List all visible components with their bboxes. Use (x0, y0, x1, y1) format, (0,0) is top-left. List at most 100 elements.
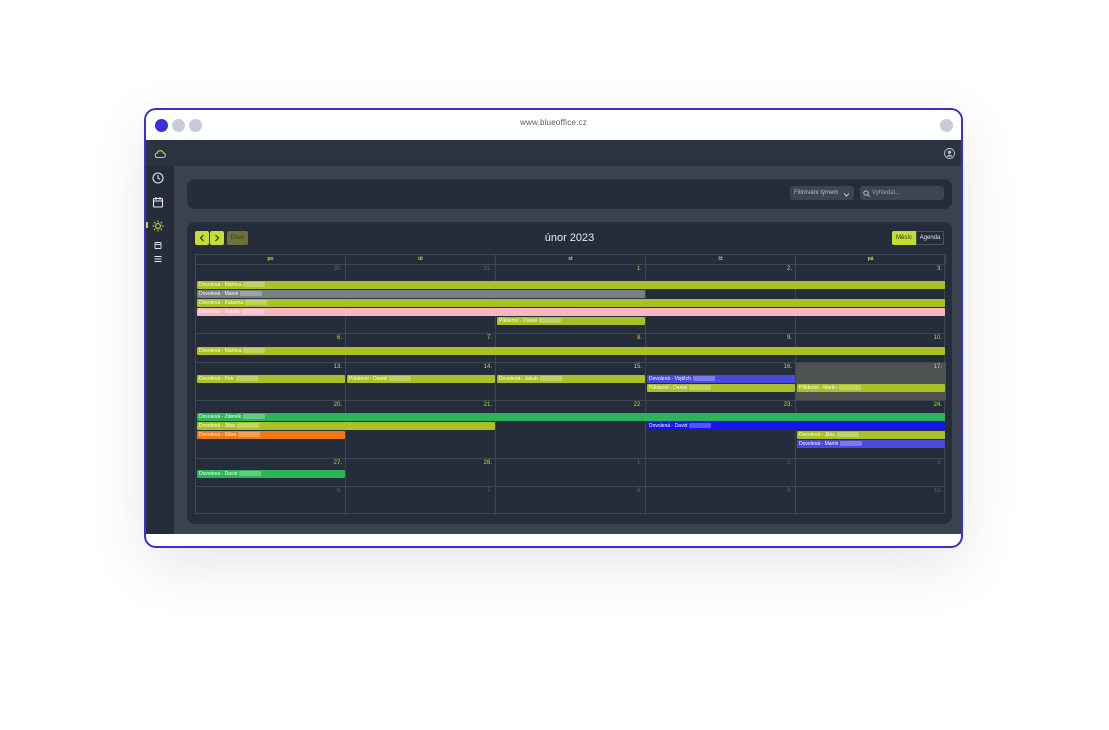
next-month-button[interactable] (210, 231, 224, 245)
redacted-surname (689, 385, 712, 391)
day-number[interactable]: 30. (333, 266, 342, 272)
day-number[interactable]: 28. (483, 460, 492, 466)
search-icon (863, 189, 870, 203)
event-label: Dovolená - David (199, 471, 238, 477)
app-topbar (146, 140, 961, 166)
redacted-surname (243, 414, 266, 420)
calendar-event[interactable]: Dovolená - Martina (197, 281, 945, 289)
calendar-event[interactable]: Dovolená - David (197, 470, 345, 478)
event-label: Půldenní - Martin (799, 385, 838, 391)
calendar-event[interactable]: Dovolená - Jitka (797, 431, 945, 439)
redacted-surname (389, 376, 412, 382)
address-bar-url[interactable]: www.blueoffice.cz (520, 118, 587, 127)
day-number[interactable]: 2. (786, 460, 792, 466)
day-number[interactable]: 3. (936, 266, 942, 272)
day-number[interactable]: 16. (783, 364, 792, 370)
event-label: Dovolená - Martin (799, 441, 839, 447)
prev-month-button[interactable] (195, 231, 209, 245)
day-number[interactable]: 3. (936, 460, 942, 466)
calendar-event[interactable]: Půldenní - Daniel (497, 317, 645, 325)
day-number[interactable]: 22. (633, 402, 642, 408)
browser-menu-dot[interactable] (940, 119, 953, 132)
day-number[interactable]: 6. (336, 488, 342, 494)
day-number[interactable]: 17. (933, 364, 942, 370)
event-label: Půldenní - Daniel (499, 318, 538, 324)
calendar-event[interactable]: Půldenní - Martin (797, 384, 945, 392)
small-calendar-icon[interactable] (154, 236, 162, 254)
day-number[interactable]: 31. (483, 266, 492, 272)
calendar-event[interactable]: Dovolená - Jitka (197, 422, 495, 430)
day-number[interactable]: 20. (333, 402, 342, 408)
day-number[interactable]: 7. (486, 488, 492, 494)
calendar-event[interactable]: Půldenní - Daniel (647, 384, 795, 392)
weekday-header: po (196, 255, 346, 264)
event-label: Dovolená - Natálie (199, 309, 241, 315)
calendar-event[interactable]: Dovolená - Katarina (197, 299, 945, 307)
calendar-event[interactable]: Dovolená - Petr (197, 375, 345, 383)
day-number[interactable]: 6. (336, 335, 342, 341)
day-number[interactable]: 8. (636, 335, 642, 341)
day-number[interactable]: 7. (486, 335, 492, 341)
day-number[interactable]: 9. (786, 488, 792, 494)
team-filter-select[interactable]: Filtrování týmem (790, 186, 854, 200)
calendar-event[interactable]: Dovolená - Natálie (197, 308, 945, 316)
week-divider (196, 486, 944, 487)
day-number[interactable]: 23. (783, 402, 792, 408)
calendar-event[interactable]: Dovolená - David (647, 422, 945, 430)
sidebar (146, 166, 174, 534)
window-close-dot[interactable] (155, 119, 168, 132)
list-icon[interactable] (154, 250, 162, 268)
calendar-event[interactable]: Dovolená - Klára (197, 431, 345, 439)
day-number[interactable]: 21. (483, 402, 492, 408)
cloud-logo-icon[interactable] (154, 146, 166, 164)
day-number[interactable]: 13. (333, 364, 342, 370)
calendar-event[interactable]: Dovolená - Zdeněk (197, 413, 945, 421)
calendar-event[interactable]: Dovolená - Marek (197, 290, 645, 298)
search-placeholder: Vyhledat... (872, 190, 901, 196)
day-number[interactable]: 10. (933, 335, 942, 341)
clock-icon[interactable] (152, 171, 164, 189)
day-number[interactable]: 24. (933, 402, 942, 408)
window-maximize-dot[interactable] (189, 119, 202, 132)
event-label: Půldenní - Daniel (649, 385, 688, 391)
event-label: Dovolená - Jitka (199, 423, 235, 429)
user-avatar-icon[interactable] (944, 146, 955, 164)
weekday-header: út (346, 255, 496, 264)
app-area: Filtrování týmem Vyhledat... (146, 140, 961, 534)
redacted-surname (245, 300, 268, 306)
event-label: Dovolená - Katarina (199, 300, 244, 306)
calendar-event[interactable]: Půldenní - Daniel (347, 375, 495, 383)
today-button[interactable]: Dnes (227, 231, 248, 245)
week-divider (196, 400, 944, 401)
redacted-surname (836, 432, 859, 438)
event-label: Dovolená - Klára (199, 432, 237, 438)
day-number[interactable]: 1. (636, 266, 642, 272)
calendar-event[interactable]: Dovolená - Martin (797, 440, 945, 448)
day-number[interactable]: 10. (933, 488, 942, 494)
day-number[interactable]: 1. (636, 460, 642, 466)
sun-icon[interactable] (152, 219, 164, 237)
redacted-surname (539, 376, 562, 382)
calendar-event[interactable]: Dovolená - Martina (197, 347, 945, 355)
calendar-panel: Dnes únor 2023 Měsíc Agenda po út st čt pá 30… (187, 222, 952, 524)
day-number[interactable]: 14. (483, 364, 492, 370)
redacted-surname (235, 376, 258, 382)
calendar-icon[interactable] (152, 195, 164, 213)
month-view-button[interactable]: Měsíc (892, 231, 916, 245)
search-input[interactable]: Vyhledat... (860, 186, 944, 200)
window-minimize-dot[interactable] (172, 119, 185, 132)
calendar-event[interactable]: Dovolená - Jakub (497, 375, 645, 383)
event-label: Dovolená - Petr (199, 376, 234, 382)
event-label: Půldenní - Daniel (349, 376, 388, 382)
agenda-view-button[interactable]: Agenda (916, 231, 944, 245)
redacted-surname (539, 318, 562, 324)
day-number[interactable]: 27. (333, 460, 342, 466)
weekday-header: st (496, 255, 646, 264)
day-number[interactable]: 8. (636, 488, 642, 494)
calendar-event[interactable]: Dovolená - Vojtěch (647, 375, 795, 383)
day-number[interactable]: 15. (633, 364, 642, 370)
day-number[interactable]: 9. (786, 335, 792, 341)
redacted-surname (242, 309, 265, 315)
day-number[interactable]: 2. (786, 266, 792, 272)
week-divider (196, 333, 944, 334)
